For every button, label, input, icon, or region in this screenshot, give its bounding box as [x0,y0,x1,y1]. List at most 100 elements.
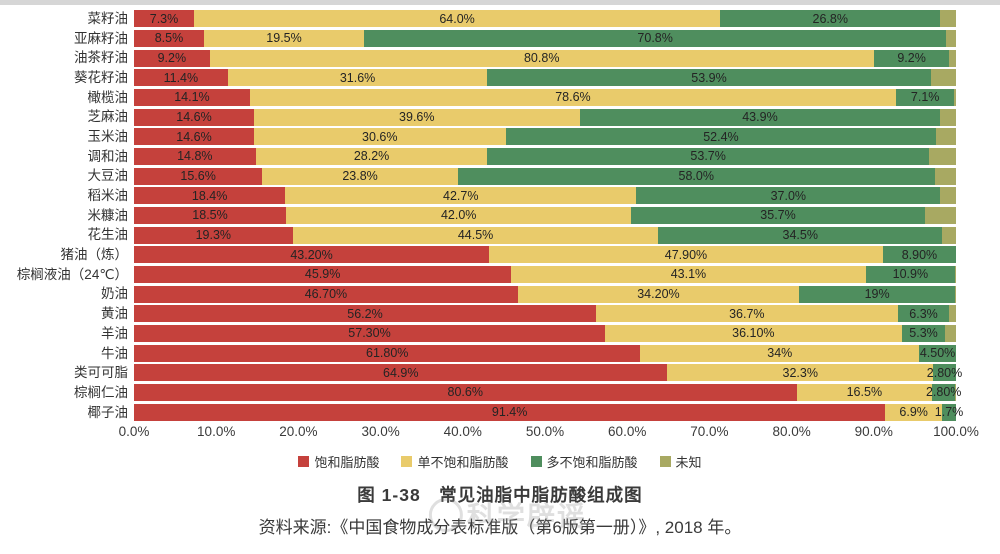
stacked-bar: 18.4% 42.7% 37.0% [134,187,957,205]
legend-swatch-icon [401,456,413,467]
stacked-bar: 46.70% 34.20% 19% [134,285,957,303]
bar-segment-unknown [928,148,956,166]
bar-segment-unknown [954,89,956,107]
legend-label: 饱和脂肪酸 [314,455,380,470]
segment-value-label: 61.80% [366,346,409,360]
stacked-bar: 15.6% 23.8% 58.0% [134,167,957,185]
bar-segment-polyunsaturated: 5.3% [901,325,946,343]
bar-segment-monounsaturated: 19.5% [203,30,365,47]
bar-segment-polyunsaturated: 9.2% [873,49,950,67]
bar-segment-saturated: 14.8% [134,148,256,166]
segment-value-label: 8.90% [901,247,938,262]
bar-segment-polyunsaturated: 53.7% [487,148,929,166]
segment-value-label: 36.7% [729,306,765,321]
stacked-bar: 14.1% 78.6% 7.1% [134,89,956,107]
bar-row: 调和油 14.8% 28.2% 53.7% [0,147,1000,167]
bar-segment-saturated: 14.6% [134,128,255,146]
segment-value-label: 19% [864,286,890,301]
segment-value-label: 31.6% [339,70,376,85]
segment-value-label: 14.8% [177,149,213,164]
bar-segment-saturated: 15.6% [134,167,263,185]
category-label: 椰子油 [87,404,129,420]
segment-value-label: 7.3% [149,11,179,26]
category-label: 猪油（炼） [60,247,129,263]
segment-value-label: 23.8% [342,168,378,183]
segment-value-label: 14.6% [176,129,212,144]
bar-segment-saturated: 57.30% [134,325,605,343]
segment-value-label: 34% [767,346,793,360]
stacked-bar: 56.2% 36.7% 6.3% [134,305,956,323]
segment-value-label: 36.10% [732,326,775,341]
bar-segment-polyunsaturated: 58.0% [457,167,935,185]
bar-segment-monounsaturated: 47.90% [489,246,883,264]
bar-segment-saturated: 9.2% [134,49,210,67]
bar-segment-monounsaturated: 23.8% [262,167,458,185]
bar-segment-polyunsaturated: 43.9% [579,108,941,126]
stacked-bar: 45.9% 43.1% 10.9% [134,266,956,284]
bar-segment-monounsaturated: 80.8% [209,49,874,67]
segment-value-label: 80.6% [447,385,483,400]
bar-row: 葵花籽油 11.4% 31.6% 53.9% [0,68,1000,88]
bar-segment-saturated: 46.70% [134,285,518,303]
segment-value-label: 28.2% [353,149,390,164]
chart-legend: 饱和脂肪酸 单不饱和脂肪酸 多不饱和脂肪酸 未知 [0,452,1000,471]
segment-value-label: 37.0% [770,188,807,203]
stacked-bar: 64.9% 32.3% 2.80% [134,364,962,382]
segment-value-label: 53.7% [690,149,726,164]
category-label: 奶油 [101,286,128,302]
category-label: 羊油 [101,325,128,341]
bar-segment-polyunsaturated: 7.1% [896,89,955,107]
bar-segment-monounsaturated: 42.0% [286,207,632,225]
segment-value-label: 56.2% [347,306,383,321]
bar-segment-monounsaturated: 31.6% [227,69,488,87]
bar-segment-polyunsaturated: 34.5% [658,226,943,244]
bar-segment-monounsaturated: 30.6% [254,128,506,146]
x-axis-tick-label: 50.0% [525,424,565,439]
segment-value-label: 4.50% [919,346,956,360]
bar-row: 类可可脂 64.9% 32.3% 2.80% [0,363,1000,383]
bar-segment-polyunsaturated: 19% [799,285,956,303]
bar-segment-monounsaturated: 6.9% [885,403,943,421]
bar-segment-monounsaturated: 16.5% [796,384,933,402]
bar-row: 橄榄油 14.1% 78.6% 7.1% [0,88,1000,108]
bar-segment-saturated: 91.4% [134,403,886,421]
segment-value-label: 43.20% [290,247,333,262]
bar-segment-saturated: 61.80% [134,344,641,362]
bar-segment-monounsaturated: 28.2% [255,148,488,166]
bar-segment-polyunsaturated: 53.9% [487,69,931,87]
x-axis-tick-label: 80.0% [772,424,811,439]
segment-value-label: 7.1% [910,90,940,105]
legend-swatch-icon [659,456,671,467]
segment-value-label: 32.3% [782,365,818,380]
bar-segment-polyunsaturated: 35.7% [631,207,925,225]
legend-item-polyunsaturated: 多不饱和脂肪酸 [530,452,638,471]
category-label: 类可可脂 [74,365,128,381]
bar-segment-saturated: 19.3% [134,226,293,244]
segment-value-label: 39.6% [399,109,435,124]
bar-segment-saturated: 64.9% [134,364,668,382]
chart-source-note: 资料来源:《中国食物成分表标准版（第6版第一册）》, 2018 年。 [258,518,742,537]
category-label: 大豆油 [87,168,129,184]
bar-segment-unknown [936,128,957,146]
segment-value-label: 14.1% [174,90,210,105]
bar-segment-saturated: 14.6% [134,108,255,126]
segment-value-label: 9.2% [897,50,926,65]
segment-value-label: 10.9% [892,267,929,282]
bar-segment-monounsaturated: 32.3% [667,364,933,382]
category-label: 芝麻油 [87,109,129,125]
bar-segment-saturated: 45.9% [134,266,512,284]
bar-segment-unknown [934,167,957,185]
bar-segment-saturated: 14.1% [134,89,250,107]
segment-value-label: 2.80% [925,385,962,400]
segment-value-label: 35.7% [760,208,796,223]
bar-segment-saturated: 80.6% [134,384,797,402]
segment-value-label: 42.7% [443,188,479,203]
bar-segment-monounsaturated: 36.10% [605,325,902,343]
category-label: 黄油 [101,306,128,322]
segment-value-label: 2.80% [926,365,963,380]
bar-segment-monounsaturated: 34% [640,344,920,362]
segment-value-label: 5.3% [909,326,938,341]
category-label: 菜籽油 [87,11,129,27]
legend-swatch-icon [530,456,542,467]
